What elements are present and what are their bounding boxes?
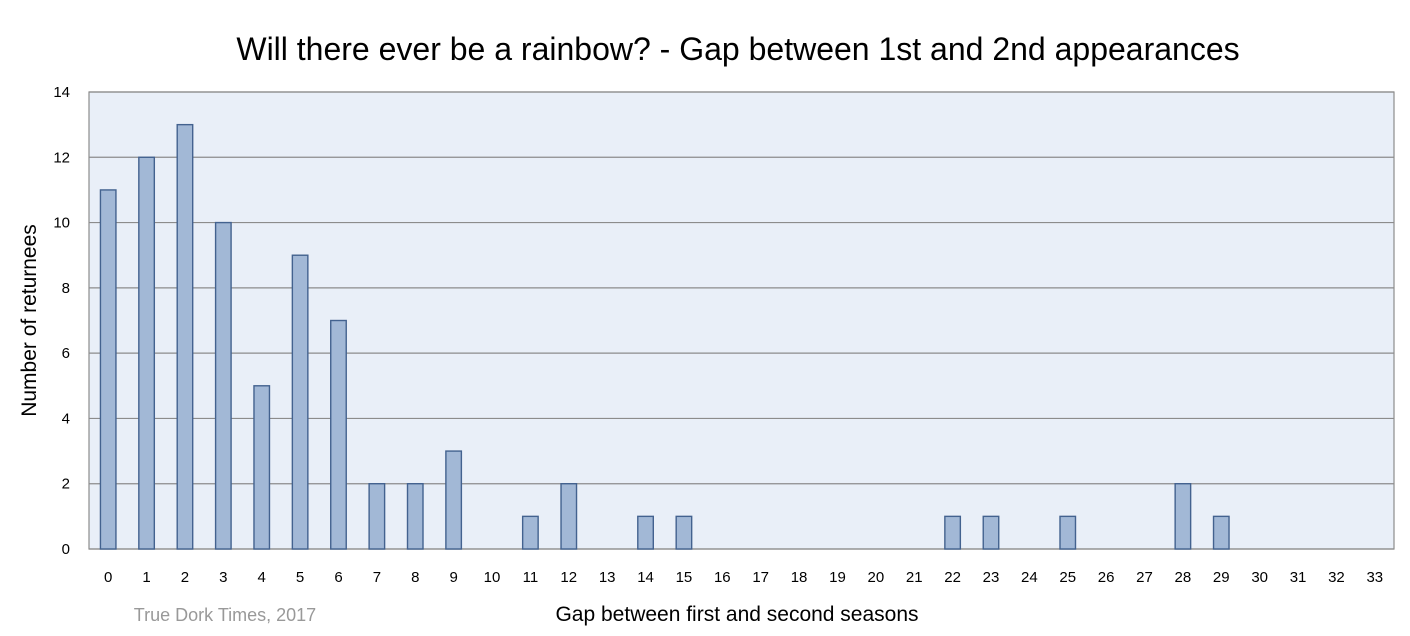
plot-area <box>88 91 1395 550</box>
y-tick-label: 10 <box>53 215 70 232</box>
bar-14 <box>637 515 654 550</box>
x-tick-label: 24 <box>1021 569 1038 586</box>
x-tick-label: 9 <box>449 569 457 586</box>
x-tick-label: 29 <box>1213 569 1230 586</box>
x-tick-label: 17 <box>752 569 769 586</box>
bar-2 <box>176 123 194 550</box>
bar-29 <box>1212 515 1230 550</box>
x-tick-label: 2 <box>181 569 189 586</box>
x-tick-label: 6 <box>334 569 342 586</box>
x-axis-ticks: 0 1 2 3 4 5 6 7 8 9 10 11 12 13 14 15 16 17 18 19 20 21 22 23 24… <box>104 569 1383 586</box>
y-axis-ticks: 0 2 4 6 8 10 12 14 <box>53 84 70 558</box>
bar-25 <box>1059 515 1077 550</box>
bar-8 <box>406 483 424 550</box>
x-tick-label: 3 <box>219 569 227 586</box>
x-tick-label: 21 <box>906 569 923 586</box>
x-tick-label: 16 <box>714 569 731 586</box>
x-tick-label: 23 <box>983 569 1000 586</box>
bar-1 <box>138 156 156 550</box>
y-tick-label: 12 <box>53 149 70 166</box>
bar-22 <box>944 515 962 550</box>
bars <box>99 123 1230 550</box>
y-tick-label: 14 <box>53 84 70 101</box>
bar-28 <box>1174 483 1192 550</box>
x-tick-label: 20 <box>867 569 884 586</box>
x-tick-label: 19 <box>829 569 846 586</box>
x-tick-label: 28 <box>1175 569 1192 586</box>
x-tick-label: 12 <box>560 569 577 586</box>
x-tick-label: 27 <box>1136 569 1153 586</box>
x-tick-label: 14 <box>637 569 654 586</box>
x-tick-label: 31 <box>1290 569 1307 586</box>
y-tick-label: 8 <box>62 280 70 297</box>
y-tick-label: 2 <box>62 476 70 493</box>
x-tick-label: 22 <box>944 569 961 586</box>
bar-0 <box>99 189 117 550</box>
x-tick-label: 4 <box>258 569 266 586</box>
bar-3 <box>214 221 232 550</box>
x-tick-label: 0 <box>104 569 112 586</box>
x-tick-label: 1 <box>142 569 150 586</box>
bar-12 <box>560 483 578 550</box>
bar-7 <box>368 483 386 550</box>
x-tick-label: 25 <box>1059 569 1076 586</box>
x-tick-label: 11 <box>523 569 539 586</box>
bar-23 <box>982 515 1000 550</box>
y-axis-label: Number of returnees <box>18 224 41 417</box>
x-tick-label: 26 <box>1098 569 1115 586</box>
x-tick-label: 10 <box>484 569 501 586</box>
x-tick-label: 15 <box>676 569 693 586</box>
x-tick-label: 7 <box>373 569 381 586</box>
y-tick-label: 4 <box>62 410 70 427</box>
x-tick-label: 13 <box>599 569 616 586</box>
x-tick-label: 18 <box>791 569 808 586</box>
bar-5 <box>291 254 309 550</box>
x-tick-label: 32 <box>1328 569 1345 586</box>
bar-6 <box>330 319 347 550</box>
y-tick-label: 0 <box>62 541 70 558</box>
bar-11 <box>521 515 539 550</box>
bar-15 <box>675 515 693 550</box>
x-tick-label: 8 <box>411 569 419 586</box>
x-tick-label: 5 <box>296 569 304 586</box>
bar-4 <box>253 385 271 550</box>
x-tick-label: 30 <box>1251 569 1268 586</box>
y-tick-label: 6 <box>62 345 70 362</box>
x-axis-label: Gap between first and second seasons <box>555 603 918 626</box>
x-tick-label: 33 <box>1366 569 1383 586</box>
bar-9 <box>445 450 463 550</box>
source-credit: True Dork Times, 2017 <box>134 605 316 625</box>
chart-title: Will there ever be a rainbow? - Gap betw… <box>236 31 1239 67</box>
